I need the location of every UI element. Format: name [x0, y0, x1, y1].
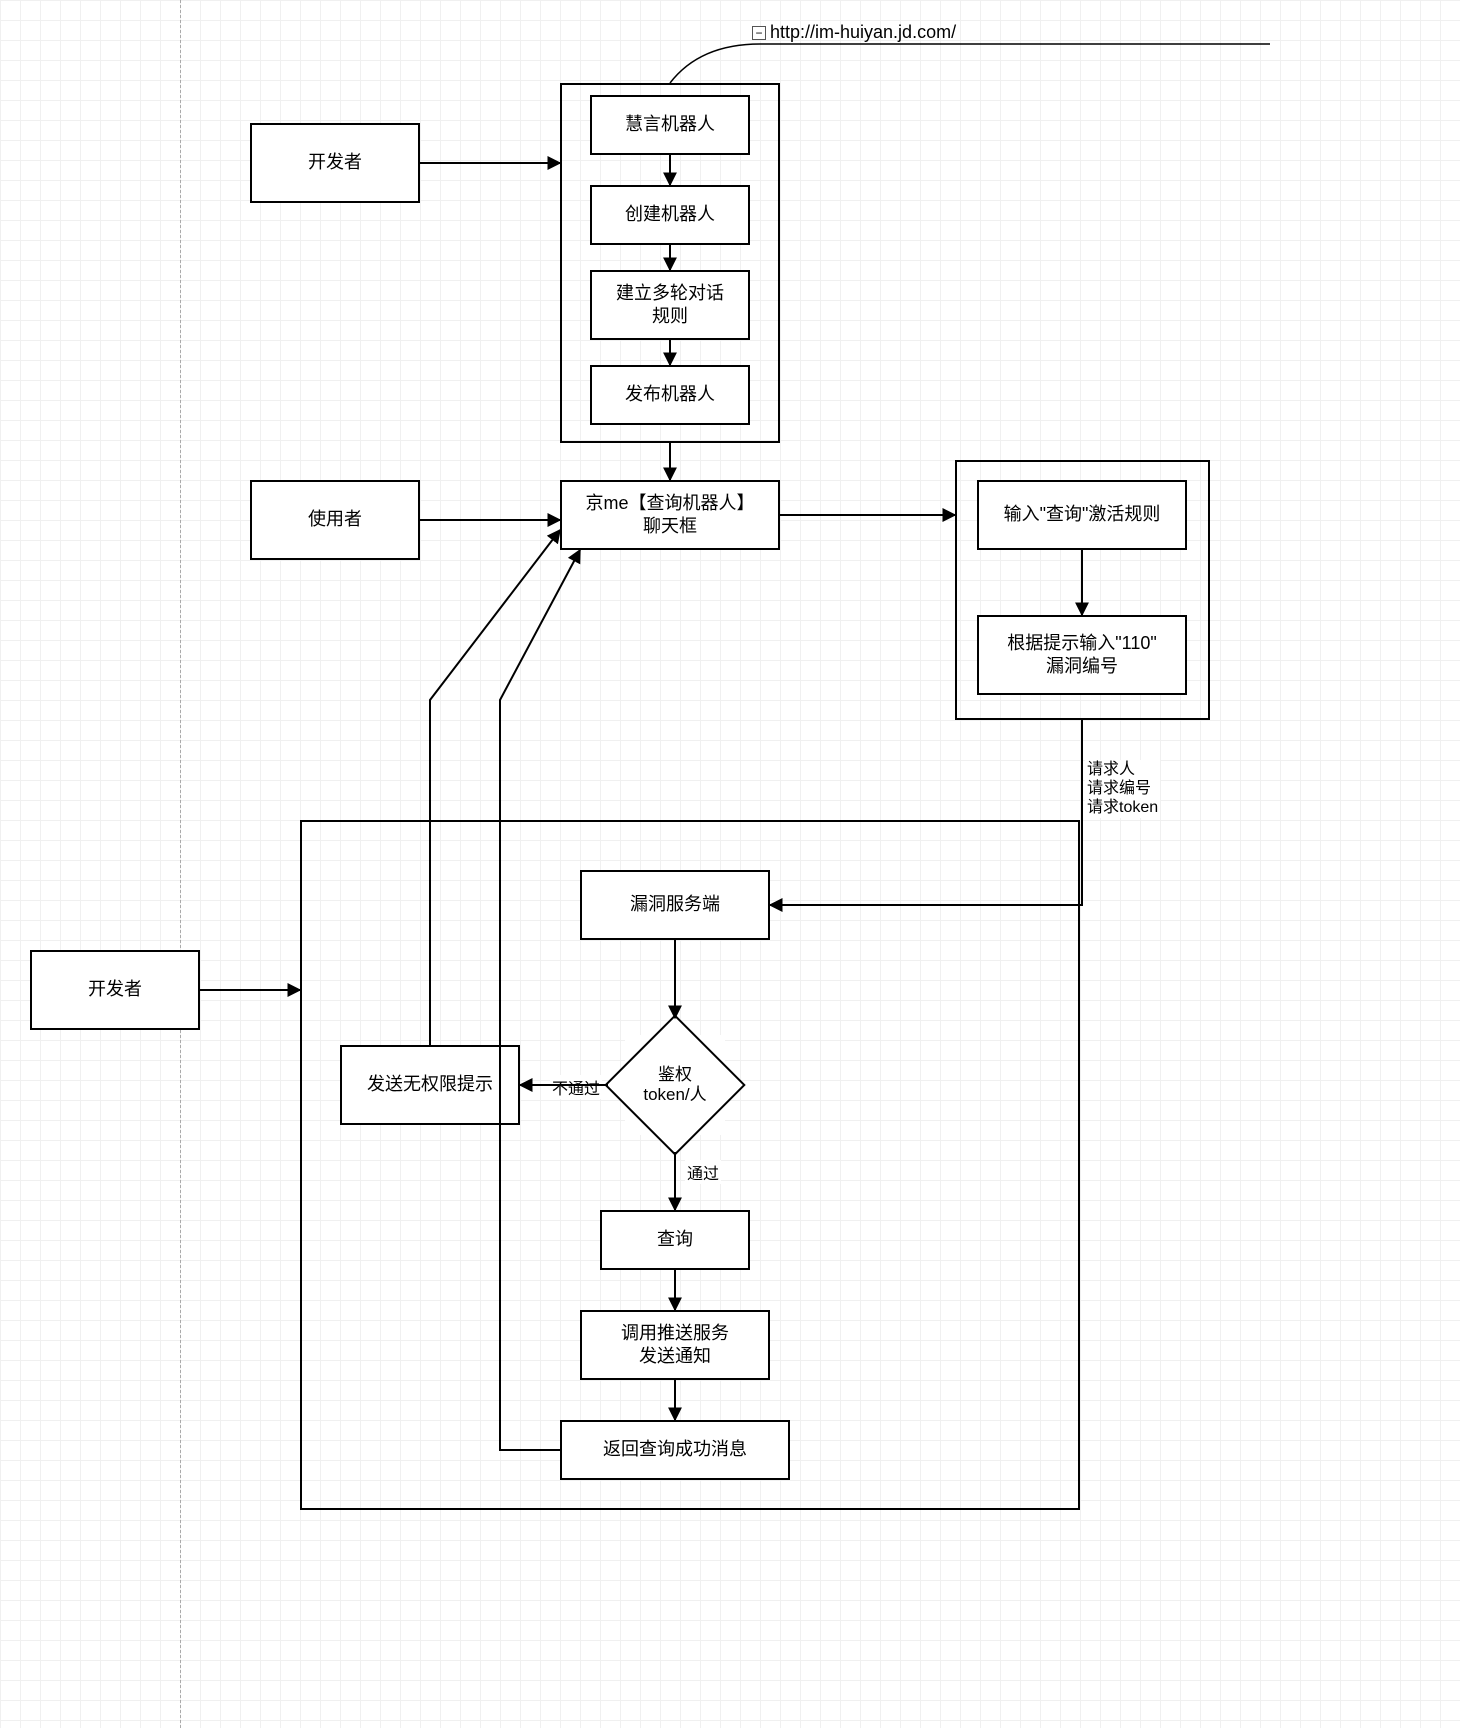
edges-layer	[0, 0, 1460, 1728]
flowchart-canvas: − http://im-huiyan.jd.com/ 开发者 使用者 开发者 慧…	[0, 0, 1460, 1728]
